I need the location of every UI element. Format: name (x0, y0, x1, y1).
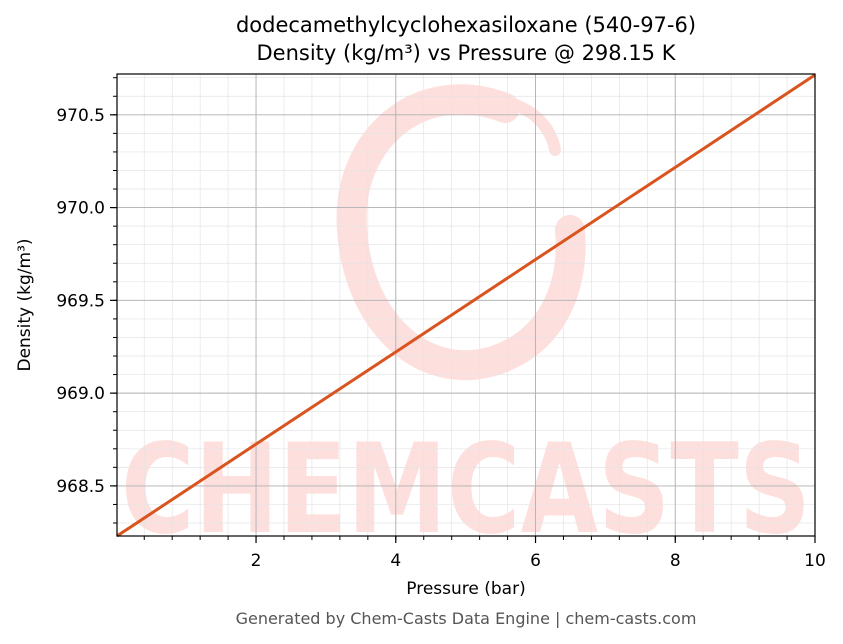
y-tick-labels: 968.5 969.0 969.5 970.0 970.5 (56, 106, 105, 497)
y-axis-label: Density (kg/m³) (15, 238, 35, 371)
axis-ticks (110, 77, 816, 543)
watermark-text: CHEMCASTS (121, 418, 811, 562)
chart-subtitle: Density (kg/m³) vs Pressure @ 298.15 K (256, 41, 676, 65)
y-tick-label: 970.5 (56, 106, 105, 126)
y-tick-label: 969.5 (56, 291, 105, 311)
footer-credit: Generated by Chem-Casts Data Engine | ch… (236, 609, 697, 628)
density-series-line (116, 73, 816, 538)
x-tick-label: 4 (390, 551, 401, 571)
x-tick-label: 10 (804, 551, 826, 571)
watermark: CHEMCASTS (121, 84, 811, 562)
x-tick-label: 8 (670, 551, 681, 571)
y-tick-label: 968.5 (56, 477, 105, 497)
major-grid (117, 74, 816, 536)
x-tick-label: 6 (530, 551, 541, 571)
x-tick-labels: 2 4 6 8 10 (251, 551, 826, 571)
y-tick-label: 969.0 (56, 384, 105, 404)
x-tick-label: 2 (251, 551, 262, 571)
plot-frame (116, 73, 816, 537)
y-tick-label: 970.0 (56, 199, 105, 219)
x-axis-label: Pressure (bar) (406, 579, 525, 599)
chart-title: dodecamethylcyclohexasiloxane (540-97-6) (236, 13, 696, 37)
watermark-logo-icon (336, 84, 586, 381)
